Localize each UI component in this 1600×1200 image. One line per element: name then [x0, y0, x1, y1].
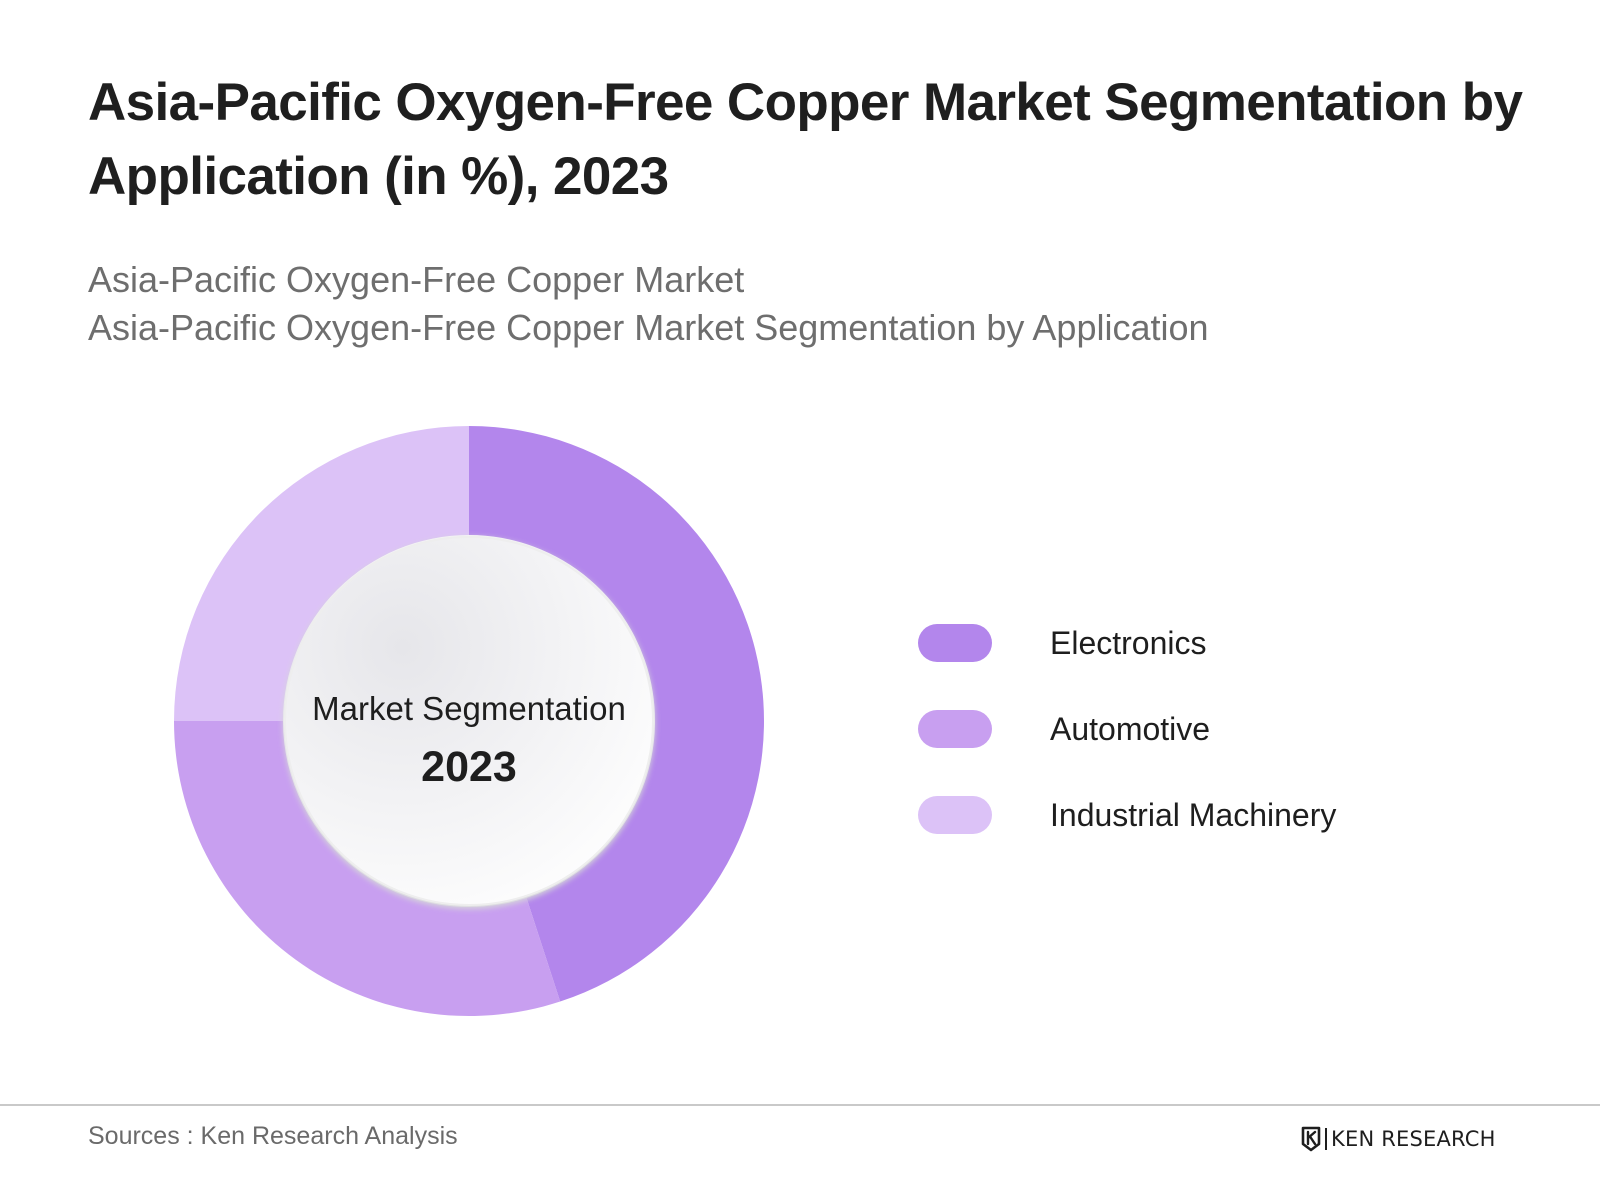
donut-slice-electronics [469, 426, 764, 1002]
legend-swatch-industrial-machinery [918, 796, 992, 834]
center-year: 2023 [421, 743, 517, 791]
brand-name: KEN RESEARCH [1331, 1127, 1496, 1151]
brand-logo: KEN RESEARCH [1300, 1124, 1496, 1154]
chart-title: Asia-Pacific Oxygen-Free Copper Market S… [88, 73, 1523, 206]
chart-subtitle-line1: Asia-Pacific Oxygen-Free Copper Market [88, 259, 745, 300]
donut-slice-automotive [173, 721, 561, 1016]
donut-hub [284, 536, 654, 906]
legend-swatch-electronics [918, 624, 992, 662]
footer-divider [0, 1104, 1600, 1106]
legend-label-automotive: Automotive [1050, 711, 1211, 747]
legend-swatch-automotive [918, 710, 992, 748]
chart-subtitle-line2: Asia-Pacific Oxygen-Free Copper Market S… [88, 307, 1209, 348]
donut-slice-industrial-machinery [174, 426, 469, 721]
ken-research-logo-icon [1301, 1126, 1321, 1152]
source-note: Sources : Ken Research Analysis [88, 1122, 458, 1150]
donut-slices [173, 426, 764, 1016]
legend-label-electronics: Electronics [1050, 625, 1207, 661]
center-label: Market Segmentation [312, 690, 626, 727]
brand-separator [1325, 1128, 1327, 1150]
legend-label-industrial-machinery: Industrial Machinery [1050, 797, 1337, 833]
